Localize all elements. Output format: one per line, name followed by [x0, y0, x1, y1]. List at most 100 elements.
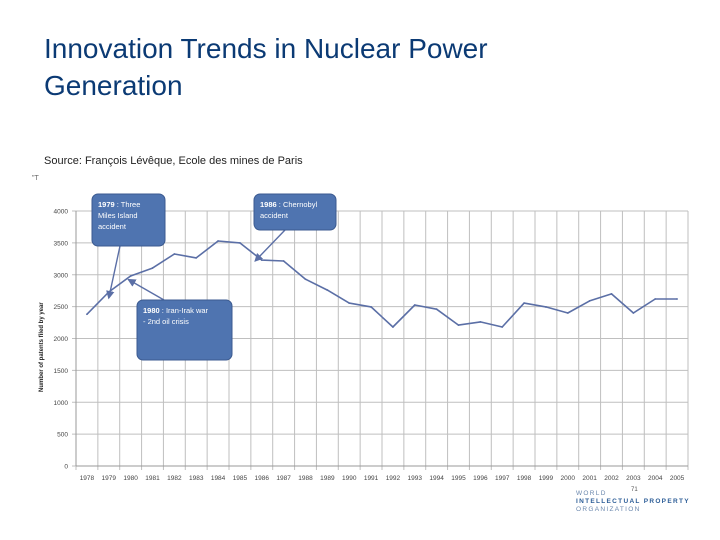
x-axis-ticks: 1978 1979 1980 1981 1982 1983 1984 1985 1986 1987…: [80, 475, 685, 482]
slide-title: Innovation Trends in Nuclear Power Gener…: [44, 30, 664, 104]
wipo-logo: WORLD INTELLECTUAL PROPERTY ORGANIZATION: [576, 490, 690, 514]
y-tick-label: 2000: [54, 336, 69, 343]
x-tick-label: 1990: [342, 475, 357, 482]
x-tick-label: 1992: [386, 475, 401, 482]
data-point: [479, 321, 482, 323]
series-line-0: [86, 240, 678, 328]
data-point: [457, 324, 460, 327]
y-tick-label: 4000: [54, 209, 69, 216]
x-tick-label: 1999: [539, 475, 554, 482]
callout-arrow: [254, 229, 286, 262]
callout-text-line: 1979 : Three: [98, 200, 140, 209]
data-point: [304, 278, 307, 281]
y-tick-label: 1000: [54, 400, 69, 407]
chart-series: [86, 240, 678, 328]
data-point: [282, 260, 285, 262]
callout-text-line: accident: [98, 222, 127, 231]
callout-box: [253, 193, 337, 231]
y-tick-label: 2500: [54, 304, 69, 311]
logo-line2: INTELLECTUAL PROPERTY: [576, 498, 690, 505]
data-point: [217, 240, 219, 242]
callout-desc: : Chernobyl: [277, 200, 318, 209]
x-tick-label: 1984: [211, 475, 226, 482]
x-tick-label: 1983: [189, 475, 204, 482]
data-point: [195, 256, 198, 259]
data-point: [435, 308, 438, 311]
x-tick-label: 1982: [167, 475, 182, 482]
callout-desc: : Three: [115, 200, 141, 209]
x-tick-label: 1993: [408, 475, 423, 482]
data-point: [129, 275, 132, 277]
x-tick-label: 1985: [233, 475, 248, 482]
source-caption: Source: François Lévêque, Ecole des mine…: [44, 155, 303, 167]
x-tick-label: 1996: [473, 475, 488, 482]
x-tick-label: 1988: [298, 475, 313, 482]
x-tick-label: 2001: [582, 475, 597, 482]
x-tick-label: 1991: [364, 475, 379, 482]
callout-text-line: 1986 : Chernobyl: [260, 200, 317, 209]
x-tick-label: 1979: [102, 475, 117, 482]
callout-arrow: [106, 245, 121, 300]
data-point: [260, 259, 263, 261]
data-point: [173, 253, 176, 255]
callout-1980: 1980 : Iran-Irak war - 2nd oil crisis: [127, 278, 233, 361]
y-axis-ticks: 0 500 1000 1500 2000 2500 3000 3500 4000: [54, 209, 69, 471]
x-tick-label: 1997: [495, 475, 510, 482]
y-tick-label: 500: [57, 432, 68, 439]
x-tick-label: 1978: [80, 475, 95, 482]
data-point: [588, 299, 591, 302]
callout-text-line: Miles Island: [98, 211, 138, 220]
data-point: [151, 267, 154, 269]
data-point: [632, 312, 635, 314]
x-tick-label: 2002: [604, 475, 619, 482]
callout-year: 1986: [260, 200, 277, 209]
y-axis-label: Number of patents filed by year: [39, 302, 45, 392]
data-point: [413, 304, 416, 306]
data-point: [566, 312, 569, 314]
callout-1979: 1979 : Three Miles Island accident: [91, 193, 166, 300]
callout-year: 1979: [98, 200, 115, 209]
callout-text-line: accident: [260, 211, 289, 220]
data-point: [326, 289, 329, 291]
data-point: [348, 302, 351, 305]
callout-desc: : Iran-Irak war: [160, 306, 209, 315]
callout-year: 1980: [143, 306, 160, 315]
callout-box: [91, 193, 166, 247]
slide-title-line1: Innovation Trends in Nuclear Power: [44, 33, 488, 64]
x-tick-label: 1981: [145, 475, 160, 482]
y-tick-label: 3000: [54, 272, 69, 279]
x-tick-label: 2004: [648, 475, 663, 482]
chart-annotations: 1979 : Three Miles Island accident 1986 : C…: [91, 193, 337, 361]
callout-box: [136, 299, 233, 361]
x-tick-label: 1986: [255, 475, 270, 482]
slide-title-line2: Generation: [44, 70, 183, 101]
x-tick-label: 2000: [561, 475, 576, 482]
data-point: [370, 306, 372, 308]
y-tick-label: 1500: [54, 368, 69, 375]
data-point: [523, 302, 525, 305]
page-number: 71: [631, 487, 638, 493]
y-tick-label: 3500: [54, 240, 69, 247]
data-point: [86, 313, 88, 316]
data-point: [239, 241, 241, 244]
callout-text-line: 1980 : Iran-Irak war: [143, 306, 209, 315]
x-tick-label: 1989: [320, 475, 335, 482]
x-tick-label: 1995: [451, 475, 466, 482]
callout-arrow: [127, 278, 165, 301]
data-point: [501, 326, 504, 328]
data-point: [654, 298, 657, 300]
data-point: [610, 292, 613, 295]
data-point: [676, 298, 678, 300]
x-tick-label: 1980: [123, 475, 138, 482]
x-tick-label: 2005: [670, 475, 685, 482]
x-tick-label: 1998: [517, 475, 532, 482]
x-tick-label: 1987: [276, 475, 291, 482]
data-point: [545, 306, 547, 308]
data-point: [392, 326, 394, 328]
logo-line3: ORGANIZATION: [576, 506, 641, 513]
corner-marker: "T: [32, 175, 39, 182]
y-tick-label: 0: [64, 464, 68, 471]
x-tick-label: 2003: [626, 475, 641, 482]
callout-text-line: - 2nd oil crisis: [143, 317, 189, 326]
